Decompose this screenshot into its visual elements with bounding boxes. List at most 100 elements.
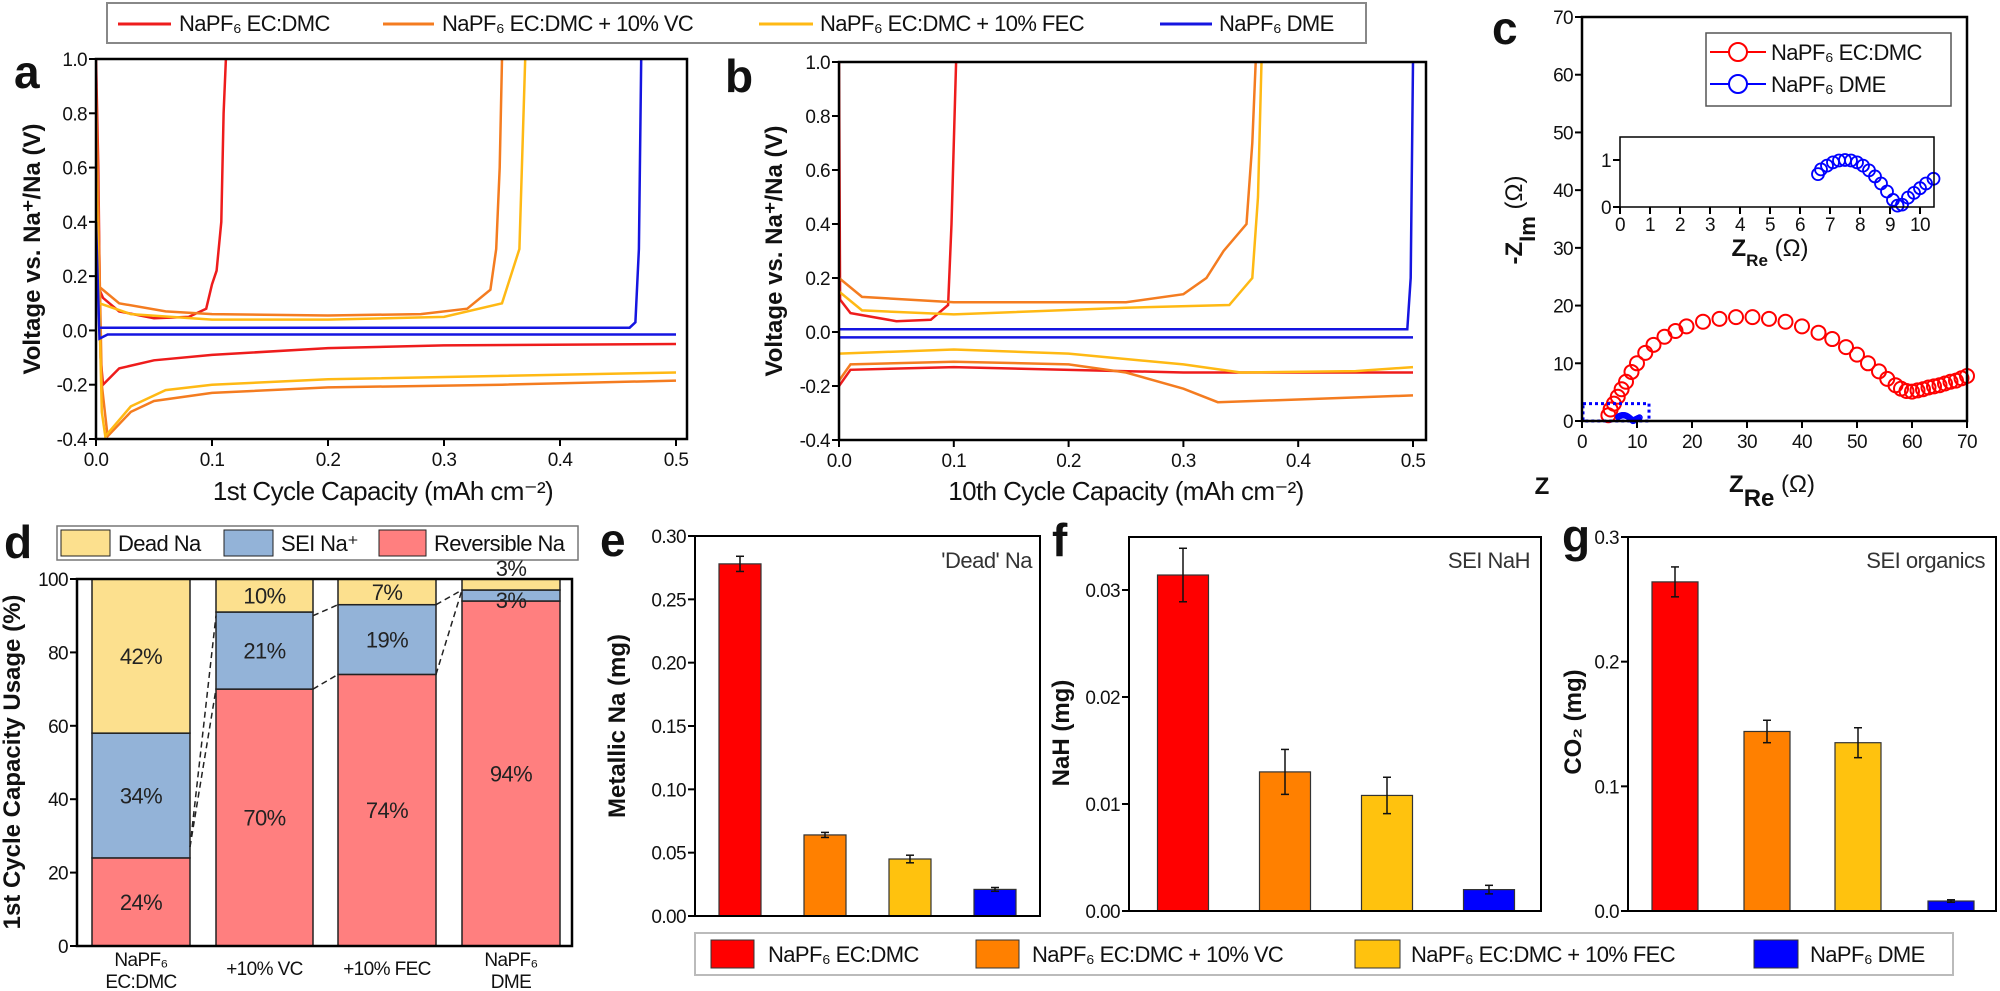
data-point (1678, 318, 1695, 335)
bar-value-label: 10% (243, 584, 285, 609)
series-line (839, 348, 1414, 374)
series-line (96, 221, 676, 341)
legend-label: NaPF₆ EC:DMC (768, 942, 920, 967)
series-line (99, 59, 527, 321)
x-label-suffix: (Ω) (1774, 471, 1815, 498)
y-tick-label: 60 (48, 717, 68, 738)
legend-label: NaPF₆ EC:DMC + 10% FEC (820, 11, 1085, 36)
series-line (839, 62, 1263, 316)
y-tick-label: 0.02 (1085, 688, 1120, 709)
bar-segment (215, 688, 314, 947)
category-line: DME (491, 972, 531, 991)
plot-frame (94, 57, 689, 441)
plot-frame (75, 577, 574, 948)
connector-dashed-line (312, 604, 339, 617)
y-tick-label: 20 (1553, 297, 1573, 318)
data-point (1942, 373, 1959, 390)
legend-marker (1728, 74, 1748, 94)
x-axis-label: 10th Cycle Capacity (mAh cm⁻²) (948, 476, 1303, 506)
bar-value-label: 21% (243, 639, 285, 664)
legend-label: NaPF₆ DME (1810, 942, 1925, 967)
bar (1156, 574, 1210, 912)
x-tick-label: 40 (1792, 432, 1812, 453)
data-point (1761, 310, 1777, 327)
panel-label-e: e (600, 514, 626, 566)
y-tick-label: 0.2 (805, 269, 830, 290)
x-tick-label: 0.3 (432, 450, 457, 471)
bar (718, 563, 762, 917)
bar (1651, 581, 1699, 912)
legend-label: Dead Na (118, 531, 202, 556)
y-tick-label: 1.0 (805, 53, 830, 74)
data-point (1926, 378, 1942, 395)
bar (1834, 742, 1882, 912)
legend-label: NaPF₆ EC:DMC (179, 11, 331, 36)
stray-label: Z (1535, 473, 1550, 500)
bar (1743, 730, 1791, 912)
data-point (1794, 318, 1810, 335)
bar-value-label: 94% (490, 762, 532, 787)
data-point (1844, 153, 1858, 168)
y-tick-label: 40 (1553, 181, 1573, 202)
data-point (1629, 355, 1645, 372)
bar-value-label: 70% (243, 806, 285, 831)
y-tick-label: 0.00 (651, 907, 686, 928)
bar-segment (215, 578, 314, 613)
plot-frame (1580, 15, 1969, 423)
y-tick-label: 0.6 (805, 161, 830, 182)
legend-swatch (378, 529, 427, 557)
y-tick-label: 0 (58, 937, 68, 958)
legend-label: NaPF₆ EC:DMC + 10% VC (442, 11, 694, 36)
series-line (96, 59, 677, 388)
y-tick-label: 60 (1553, 66, 1573, 87)
y-axis-label: CO₂ (mg) (1560, 669, 1587, 774)
bar (973, 888, 1017, 917)
bar-value-label: 19% (366, 628, 408, 653)
panel-label-f: f (1052, 514, 1068, 566)
inset-x-label-sub: Re (1746, 251, 1768, 270)
x-tick-label: 0.5 (664, 450, 689, 471)
x-tick-label: 60 (1902, 432, 1922, 453)
x-tick-label: 10 (1910, 215, 1930, 236)
series-line (96, 167, 677, 439)
y-tick-label: 0.05 (651, 844, 686, 865)
connector-dashed-line (435, 589, 463, 606)
legend-marker (1728, 42, 1748, 62)
connector-dashed-line (312, 673, 339, 690)
y-tick-label: -0.4 (800, 431, 831, 452)
y-tick-label: 10 (1553, 354, 1573, 375)
bar (888, 858, 932, 917)
data-point (1838, 339, 1854, 356)
panel-e: e Metallic Na (mg) 'Dead' Na 0.00 0.05 0.1… (600, 514, 1041, 928)
legend-label: NaPF₆ EC:DMC + 10% VC (1032, 942, 1284, 967)
x-tick-label: 20 (1682, 432, 1702, 453)
series-line (839, 62, 958, 323)
y-tick-label: 0.2 (62, 267, 87, 288)
y-tick-label: 0.0 (805, 323, 830, 344)
x-tick-label: 0.2 (316, 450, 341, 471)
bar-segment (337, 603, 437, 676)
x-tick-label: 9 (1885, 215, 1895, 236)
bar-segment (91, 578, 191, 734)
plot-frame (1128, 536, 1542, 912)
bar (803, 834, 847, 917)
bar-value-label: 42% (120, 644, 162, 669)
category-line: NaPF₆ (484, 950, 537, 971)
data-point (1920, 379, 1937, 396)
x-tick-label: 4 (1735, 215, 1746, 236)
bar-value-label: 24% (120, 890, 162, 915)
x-label-prefix: Z (1729, 471, 1744, 498)
panel-label-b: b (725, 50, 753, 102)
series-line (98, 59, 228, 320)
x-tick-label: 0.4 (1286, 451, 1312, 472)
plot-frame (1627, 536, 1997, 912)
c-legend: NaPF₆ EC:DMC NaPF₆ DME (1705, 32, 1952, 107)
panel-b: b Voltage vs. Na⁺/Na (V) 10th Cycle Capa… (725, 50, 1428, 506)
bar-value-label: 7% (372, 580, 403, 605)
connector-dashed-line (189, 688, 217, 848)
panel-title: SEI NaH (1448, 548, 1530, 573)
x-tick-label: 50 (1847, 432, 1867, 453)
y-tick-label: 0.00 (1085, 902, 1120, 923)
data-point (1871, 363, 1887, 380)
